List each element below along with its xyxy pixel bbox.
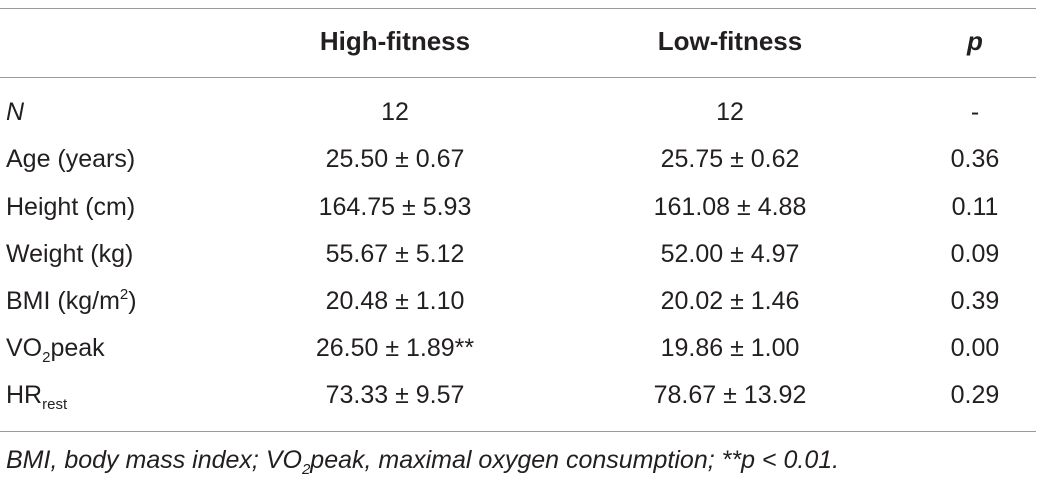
- high-fitness-value: 20.48 ± 1.10: [325, 287, 465, 315]
- low-fitness-value: 20.02 ± 1.46: [660, 287, 800, 315]
- table-row-age: Age (years) 25.50 ± 0.67 25.75 ± 0.62 0.…: [0, 136, 1040, 182]
- low-fitness-value: 19.86 ± 1.00: [660, 334, 800, 362]
- table-header-rule: [0, 77, 1036, 78]
- footnote-subscript: 2: [301, 461, 311, 478]
- table-bottom-rule: [0, 431, 1036, 432]
- low-fitness-value: 161.08 ± 4.88: [653, 193, 807, 221]
- row-label: N: [6, 98, 25, 126]
- p-value: 0.29: [950, 381, 1000, 409]
- p-value: -: [970, 98, 980, 126]
- low-fitness-value: 78.67 ± 13.92: [653, 381, 807, 409]
- high-fitness-value: 26.50 ± 1.89**: [315, 334, 475, 362]
- table-row-bmi: BMI (kg/m2) 20.48 ± 1.10 20.02 ± 1.46 0.…: [0, 278, 1040, 324]
- label-subscript: rest: [42, 396, 68, 413]
- header-high-fitness: High-fitness: [319, 26, 471, 56]
- label-superscript: 2: [119, 286, 129, 303]
- label-subscript: 2: [42, 349, 51, 366]
- table-row-height: Height (cm) 164.75 ± 5.93 161.08 ± 4.88 …: [0, 184, 1040, 230]
- p-value: 0.00: [950, 334, 1000, 362]
- p-value: 0.09: [950, 240, 1000, 268]
- row-label: Height (cm): [6, 193, 136, 221]
- footnote-text-end: peak, maximal oxygen consumption; **p < …: [310, 446, 840, 474]
- high-fitness-value: 164.75 ± 5.93: [318, 193, 472, 221]
- label-text: VO: [6, 334, 43, 362]
- low-fitness-value: 25.75 ± 0.62: [660, 145, 800, 173]
- row-label: Age (years): [6, 145, 136, 173]
- table-top-rule: [0, 8, 1036, 9]
- footnote-text: BMI, body mass index; VO: [6, 446, 302, 474]
- table-footnote: BMI, body mass index; VO2peak, maximal o…: [6, 440, 839, 480]
- row-label: HRrest: [6, 372, 67, 418]
- row-label: VO2peak: [6, 325, 105, 371]
- label-text-end: peak: [50, 334, 105, 362]
- table-row-n: N 12 12 -: [0, 89, 1040, 135]
- low-fitness-value: 52.00 ± 4.97: [660, 240, 800, 268]
- high-fitness-value: 73.33 ± 9.57: [325, 381, 465, 409]
- table-row-weight: Weight (kg) 55.67 ± 5.12 52.00 ± 4.97 0.…: [0, 231, 1040, 277]
- header-low-fitness: Low-fitness: [657, 26, 803, 56]
- table-row-hrrest: HRrest 73.33 ± 9.57 78.67 ± 13.92 0.29: [0, 372, 1040, 418]
- row-label: BMI (kg/m2): [6, 278, 137, 324]
- table-row-vo2peak: VO2peak 26.50 ± 1.89** 19.86 ± 1.00 0.00: [0, 325, 1040, 371]
- header-p-value: p: [967, 26, 983, 56]
- label-text-end: ): [128, 287, 137, 315]
- p-value: 0.11: [951, 193, 999, 221]
- row-label: Weight (kg): [6, 240, 134, 268]
- high-fitness-value: 55.67 ± 5.12: [325, 240, 465, 268]
- high-fitness-value: 12: [381, 98, 409, 126]
- p-value: 0.39: [950, 287, 1000, 315]
- p-value: 0.36: [950, 145, 1000, 173]
- low-fitness-value: 12: [716, 98, 744, 126]
- high-fitness-value: 25.50 ± 0.67: [325, 145, 465, 173]
- label-text: HR: [6, 381, 43, 409]
- label-text: BMI (kg/m: [6, 287, 120, 315]
